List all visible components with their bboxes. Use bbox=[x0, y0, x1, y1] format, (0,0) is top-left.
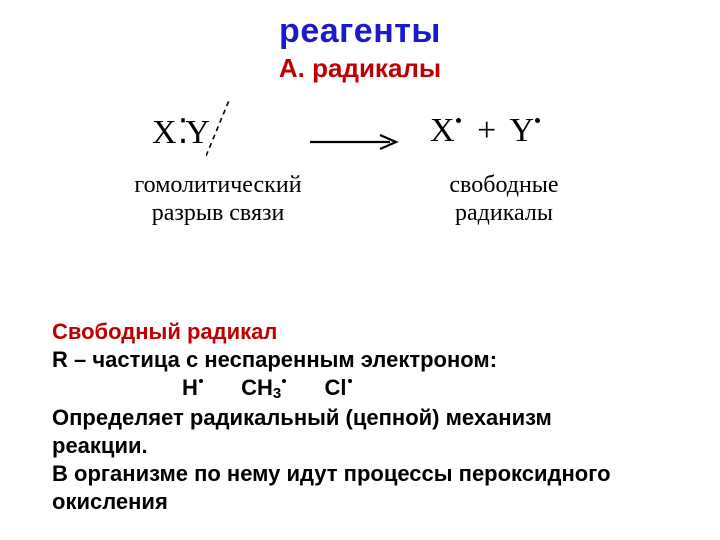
ex-ch3-base: CH bbox=[241, 375, 273, 400]
reaction-diagram: X⁚Y X + Y гомолитический разрыв связи св… bbox=[120, 108, 600, 268]
radical-examples: H CH3 Cl bbox=[182, 374, 352, 403]
radical-dot-icon bbox=[199, 379, 203, 383]
equation-left: X⁚Y bbox=[152, 112, 210, 152]
caption-right-l2: радикалы bbox=[404, 200, 604, 228]
title-block: реагенты А. радикалы bbox=[0, 12, 720, 84]
equation-right: X + Y bbox=[430, 112, 542, 150]
plus-sign: + bbox=[477, 112, 496, 149]
arrow-icon bbox=[310, 132, 406, 152]
eq-x-prod: X bbox=[430, 112, 455, 149]
eq-x: X bbox=[152, 114, 177, 151]
eq-y: Y bbox=[185, 114, 210, 151]
body-text: Свободный радикал R – частица с неспарен… bbox=[52, 318, 672, 516]
ex-h: H bbox=[182, 375, 198, 400]
caption-free-radicals: свободные радикалы bbox=[404, 172, 604, 227]
radical-dot-icon bbox=[456, 118, 461, 123]
ex-cl: Cl bbox=[325, 375, 347, 400]
caption-right-l1: свободные bbox=[404, 172, 604, 200]
body-heading: Свободный радикал bbox=[52, 319, 277, 344]
organism-l2: окисления bbox=[52, 488, 672, 516]
radical-dot-icon bbox=[282, 379, 286, 383]
eq-y-prod: Y bbox=[510, 112, 535, 149]
bond-electron-pair: ⁚ bbox=[178, 112, 185, 152]
radical-dot-icon bbox=[535, 118, 540, 123]
title-line2: А. радикалы bbox=[0, 53, 720, 84]
ex-ch3-sub: 3 bbox=[273, 385, 281, 402]
cleave-dashed-line-icon bbox=[206, 98, 236, 160]
caption-homolytic: гомолитический разрыв связи bbox=[108, 172, 328, 227]
radical-dot-icon bbox=[348, 379, 352, 383]
organism-l1: В организме по нему идут процессы перокс… bbox=[52, 460, 672, 488]
mechanism-l2: реакции. bbox=[52, 432, 672, 460]
caption-left-l1: гомолитический bbox=[108, 172, 328, 200]
title-line1: реагенты bbox=[0, 12, 720, 51]
body-definition: R – частица с неспаренным электроном: bbox=[52, 346, 672, 374]
mechanism-l1: Определяет радикальный (цепной) механизм bbox=[52, 404, 672, 432]
caption-left-l2: разрыв связи bbox=[108, 200, 328, 228]
